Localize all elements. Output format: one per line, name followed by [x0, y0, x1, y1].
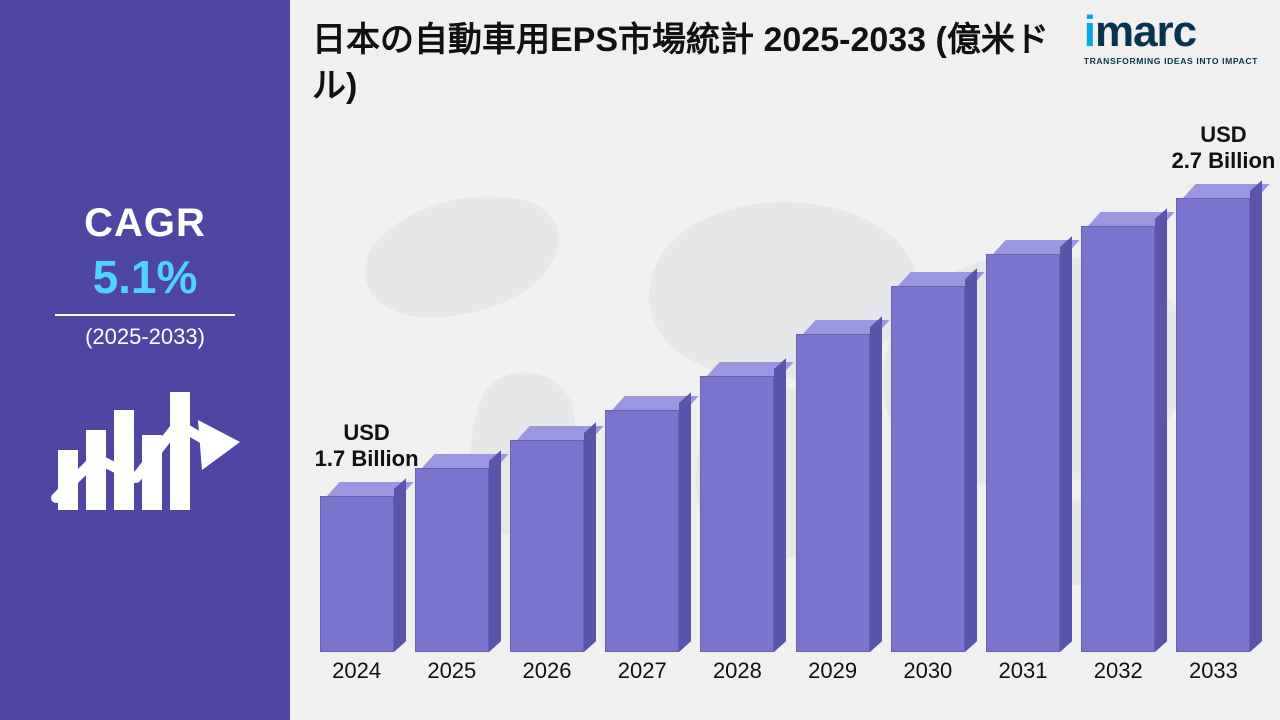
- xlabel-2024: 2024: [316, 652, 397, 692]
- cagr-label: CAGR: [84, 201, 206, 246]
- xlabel-2032: 2032: [1078, 652, 1159, 692]
- sidebar-panel: CAGR 5.1% (2025-2033): [0, 0, 290, 720]
- xlabel-2025: 2025: [411, 652, 492, 692]
- bar-2026: [506, 426, 587, 652]
- cagr-period: (2025-2033): [85, 324, 205, 350]
- x-axis-labels: 2024 2025 2026 2027 2028 2029 2030 2031 2032 2033: [312, 652, 1258, 692]
- main-panel: 日本の自動車用EPS市場統計 2025-2033 (億米ドル) imarc TR…: [290, 0, 1280, 720]
- bar-2027: [602, 396, 683, 652]
- bar-2029: [792, 320, 873, 652]
- bar-2030: [887, 272, 968, 652]
- cagr-value: 5.1%: [93, 250, 198, 304]
- xlabel-2029: 2029: [792, 652, 873, 692]
- bar-2031: [982, 240, 1063, 652]
- callout-end: USD2.7 Billion: [1153, 122, 1280, 175]
- bar-2033: [1173, 184, 1254, 652]
- chart-area: 2024 2025 2026 2027 2028 2029 2030 2031 2032 2033…: [312, 130, 1258, 692]
- bar-2028: [697, 362, 778, 652]
- brand-logo: imarc TRANSFORMING IDEAS INTO IMPACT: [1084, 10, 1258, 66]
- callout-start: USD1.7 Billion: [297, 420, 437, 473]
- xlabel-2030: 2030: [887, 652, 968, 692]
- xlabel-2031: 2031: [982, 652, 1063, 692]
- logo-word: imarc: [1084, 10, 1258, 54]
- growth-chart-icon: [50, 380, 240, 520]
- divider: [55, 314, 235, 316]
- xlabel-2033: 2033: [1173, 652, 1254, 692]
- chart-title: 日本の自動車用EPS市場統計 2025-2033 (億米ドル): [312, 18, 1080, 110]
- xlabel-2028: 2028: [697, 652, 778, 692]
- bar-series: [312, 130, 1258, 652]
- xlabel-2026: 2026: [506, 652, 587, 692]
- bar-2032: [1078, 212, 1159, 652]
- logo-tagline: TRANSFORMING IDEAS INTO IMPACT: [1084, 56, 1258, 66]
- bar-2024: [316, 482, 397, 652]
- bar-2025: [411, 454, 492, 652]
- xlabel-2027: 2027: [602, 652, 683, 692]
- logo-dot-icon: i: [1084, 7, 1095, 56]
